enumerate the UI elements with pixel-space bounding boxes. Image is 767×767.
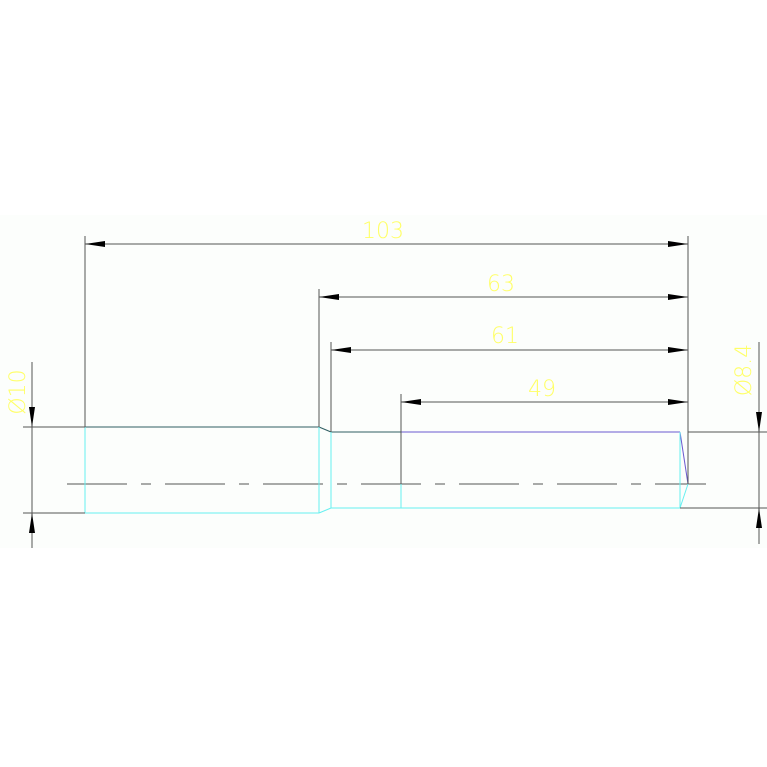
arrow-right-63: [668, 294, 688, 300]
drawing-area: [0, 215, 767, 548]
arrow-dia-8-4-top: [756, 412, 762, 432]
dim-text-49: 49: [528, 377, 556, 402]
tip-chamfer-top: [679, 431, 689, 485]
arrow-left-103: [85, 241, 105, 247]
dim-text-dia-8-4: Ø8.4: [732, 344, 757, 396]
arrow-left-63: [319, 294, 339, 300]
arrow-left-49: [401, 399, 421, 405]
dimensions: [23, 236, 767, 548]
arrow-dia-10-top: [29, 407, 35, 427]
arrow-left-61: [331, 347, 351, 353]
arrow-dia-10-bottom: [29, 513, 35, 533]
dim-text-dia-10: Ø10: [6, 369, 31, 414]
dim-text-63: 63: [487, 272, 515, 297]
arrow-right-103: [668, 241, 688, 247]
chamfer-top-step: [318, 426, 332, 433]
arrow-right-49: [668, 399, 688, 405]
arrow-dia-8-4-bottom: [756, 508, 762, 528]
tip-chamfer-bottom: [679, 483, 689, 509]
dim-text-61: 61: [491, 324, 519, 349]
chamfer-bottom-step: [318, 507, 332, 514]
arrow-right-61: [668, 347, 688, 353]
dim-text-103: 103: [362, 219, 404, 244]
